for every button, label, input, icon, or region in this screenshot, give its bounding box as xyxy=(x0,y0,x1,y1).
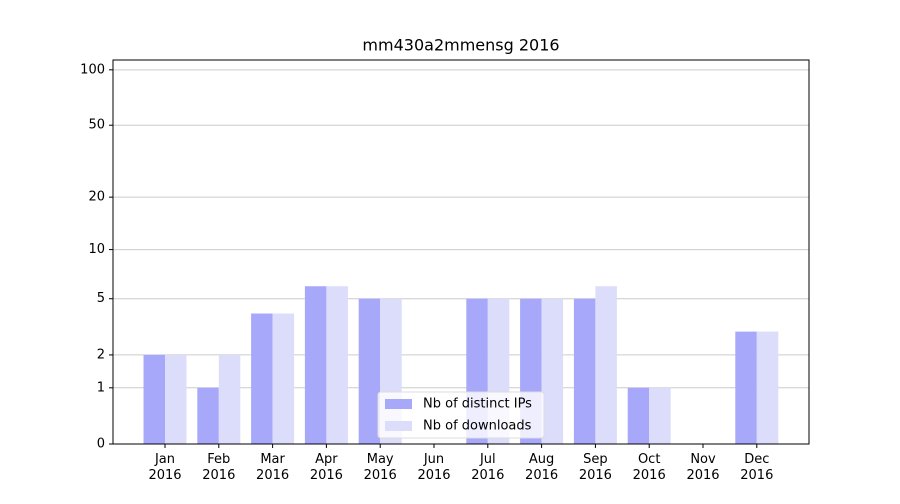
bar xyxy=(627,387,650,444)
bar xyxy=(541,298,564,444)
bar xyxy=(756,331,779,444)
x-tick-label: Jul 2016 xyxy=(471,452,505,483)
x-tick-label-box: May 2016 xyxy=(363,452,397,483)
chart-title: mm430a2mmensg 2016 xyxy=(362,36,559,55)
x-tick-label-box: Oct 2016 xyxy=(632,452,666,483)
y-tick-label: 100 xyxy=(80,62,105,77)
bar xyxy=(165,354,187,444)
x-tick-label: May 2016 xyxy=(363,452,397,483)
y-tick-label: 10 xyxy=(88,242,105,257)
bar xyxy=(595,286,617,444)
x-tick-label: Dec 2016 xyxy=(740,452,774,483)
x-tick-label-box: Jan 2016 xyxy=(148,452,182,483)
y-tick-label: 5 xyxy=(97,291,105,306)
y-tick-label: 20 xyxy=(88,190,105,205)
x-tick-label: Aug 2016 xyxy=(525,452,559,483)
x-tick-label-box: Nov 2016 xyxy=(686,452,720,483)
legend-box xyxy=(377,391,545,439)
y-tick-label: 50 xyxy=(88,118,105,133)
x-tick-label: Apr 2016 xyxy=(309,452,343,483)
legend-label: Nb of distinct IPs xyxy=(423,397,532,412)
bar xyxy=(735,331,757,444)
x-tick-label-box: Mar 2016 xyxy=(256,452,290,483)
bar xyxy=(304,286,327,444)
x-tick-label-box: Apr 2016 xyxy=(309,452,343,483)
legend-swatch xyxy=(385,399,412,409)
x-tick-label-box: Dec 2016 xyxy=(740,452,774,483)
legend-swatch xyxy=(385,421,412,431)
bar xyxy=(649,387,671,444)
x-tick-label-box: Feb 2016 xyxy=(202,452,236,483)
x-tick-label: Oct 2016 xyxy=(632,452,666,483)
bar xyxy=(251,313,273,444)
x-tick-label-box: Aug 2016 xyxy=(525,452,559,483)
x-tick-label: Nov 2016 xyxy=(686,452,720,483)
bar xyxy=(272,313,295,444)
bar xyxy=(197,387,219,444)
y-tick-label: 1 xyxy=(97,380,105,395)
y-tick-label: 2 xyxy=(97,347,105,362)
x-tick-label: Feb 2016 xyxy=(202,452,236,483)
x-tick-label-box: Jul 2016 xyxy=(471,452,505,483)
bar xyxy=(358,298,381,444)
bar xyxy=(573,298,596,444)
x-tick-label: Jan 2016 xyxy=(148,452,182,483)
y-tick-label: 0 xyxy=(97,437,105,452)
x-tick-label: Sep 2016 xyxy=(578,452,612,483)
x-tick-label: Jun 2016 xyxy=(417,452,451,483)
bar xyxy=(143,354,165,444)
plot-frame xyxy=(112,59,810,445)
legend-label: Nb of downloads xyxy=(423,419,532,434)
bar xyxy=(218,354,241,444)
bar xyxy=(326,286,348,444)
x-tick-label-box: Sep 2016 xyxy=(578,452,612,483)
x-tick-label-box: Jun 2016 xyxy=(417,452,451,483)
x-tick-label: Mar 2016 xyxy=(256,452,290,483)
